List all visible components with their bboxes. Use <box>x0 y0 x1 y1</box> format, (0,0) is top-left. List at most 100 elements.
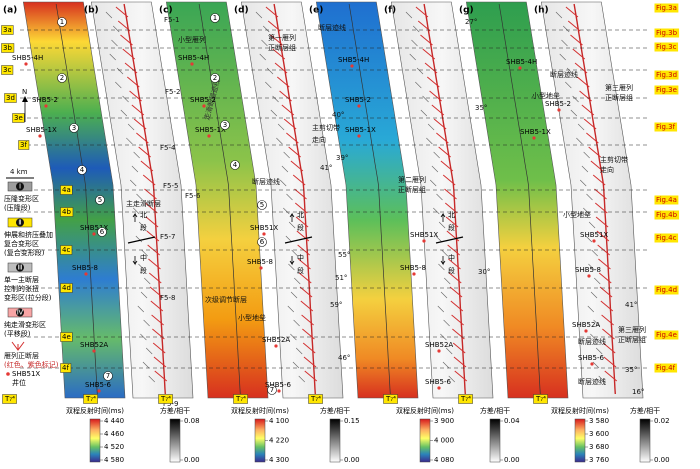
annotation: 46° <box>338 354 350 362</box>
section-divider <box>435 236 464 244</box>
annotation: 次级调节断层 <box>205 295 247 304</box>
well-name: SHB5-2 <box>545 100 571 108</box>
fracture <box>263 25 270 33</box>
echelon-fault <box>598 258 611 270</box>
colorbar-title: 方差/相干 <box>630 406 660 415</box>
colorbar-tick-label: 0.04 <box>504 417 520 425</box>
annotation: 40° <box>332 111 344 119</box>
legend-icon-mark <box>16 218 24 227</box>
fracture <box>415 81 422 89</box>
segment-label: 4c <box>62 246 70 254</box>
panel-label: (h) <box>534 6 549 16</box>
legend-text: 井位 <box>12 378 26 387</box>
echelon-fault <box>603 356 617 368</box>
map-band <box>315 1 419 399</box>
annotation: F5-1 <box>164 16 179 24</box>
fracture <box>426 137 433 145</box>
annotation: F5-2 <box>165 88 180 96</box>
echelon-fault <box>429 90 442 102</box>
segment-label: 3e <box>14 114 23 122</box>
label-box <box>654 285 679 295</box>
echelon-fault <box>594 202 608 214</box>
arrow-up <box>289 212 295 222</box>
arrow-down <box>289 256 295 266</box>
label-box <box>308 394 323 404</box>
annotation: 41° <box>625 301 637 309</box>
annotation: 30° <box>478 268 490 276</box>
echelon-fault <box>296 230 310 242</box>
legend-icon-label: Ⅳ <box>17 309 24 317</box>
echelon-fault <box>301 314 314 326</box>
well-name: SHB5-1X <box>26 126 57 134</box>
echelon-fault <box>420 34 433 46</box>
panel-label: (e) <box>309 6 323 16</box>
well-dot <box>38 134 42 138</box>
fracture <box>411 39 418 47</box>
echelon-fault <box>581 104 595 116</box>
fracture <box>148 375 155 383</box>
colorbar-tick-label: 4 220 <box>269 437 289 445</box>
echelon-fault <box>417 20 431 32</box>
zone-number: 1 <box>60 18 64 26</box>
label-box <box>60 245 73 255</box>
echelon-fault <box>279 90 292 102</box>
figure-ref: Fig.3e <box>656 86 677 94</box>
echelon-fault <box>415 6 429 18</box>
legend-text: 单一主断层 <box>4 275 39 284</box>
colorbar <box>574 418 586 463</box>
legend-text: SHB51X <box>12 370 40 378</box>
echelon-fault <box>431 104 445 116</box>
colorbar-tick-label: 4 080 <box>434 456 454 464</box>
echelon-fault <box>579 90 592 102</box>
label-box <box>533 394 548 404</box>
colorbar <box>254 418 266 463</box>
fracture <box>291 249 298 257</box>
fracture <box>290 291 298 299</box>
fracture <box>405 11 413 19</box>
well-dot <box>92 232 96 236</box>
section-divider <box>284 236 313 244</box>
annotation: 第三雁列 <box>605 83 633 92</box>
figure-ref: Fig.3f <box>656 123 676 131</box>
legend-icon-label: Ⅱ <box>18 219 21 227</box>
fracture <box>436 193 443 201</box>
echelon-fault <box>133 118 147 130</box>
colorbar-tick-label: 0.08 <box>184 417 200 425</box>
fracture <box>295 347 303 355</box>
legend-text: (红色、紫色标记) <box>4 360 59 369</box>
zone-marker <box>257 200 267 210</box>
fault-trace <box>573 3 616 395</box>
north-arrow-head <box>22 96 28 102</box>
legend-fault-symbol <box>11 341 25 351</box>
annotation: 断层迹线 <box>578 337 606 346</box>
colorbar-tick-label: 0.00 <box>504 456 520 464</box>
fracture <box>420 109 428 117</box>
well-name: SHB51X <box>80 224 108 232</box>
section-divider <box>127 236 156 244</box>
zone-marker <box>220 120 230 130</box>
well-dot <box>92 349 96 353</box>
fracture <box>572 95 579 103</box>
panel-label: (d) <box>234 6 249 16</box>
legend-text: 伸展和挤压叠加 <box>4 230 53 239</box>
annotation: 第一雁列 <box>268 33 296 42</box>
fracture <box>138 221 146 229</box>
well-dot <box>259 266 263 270</box>
fracture <box>105 11 113 19</box>
figure-ref: Fig.4a <box>656 196 677 204</box>
segment-label: 4f <box>62 364 69 372</box>
label-box <box>383 394 398 404</box>
figure-ref: Fig.4e <box>656 331 677 339</box>
annotation: 断层迹线 <box>252 177 280 186</box>
echelon-fault <box>146 230 160 242</box>
annotation: 正断层组 <box>605 93 633 102</box>
horizon-label: T₇⁴ <box>85 395 96 403</box>
fracture <box>122 95 129 103</box>
echelon-fault <box>276 76 290 88</box>
map-band <box>465 1 569 399</box>
legend-text: 纯走滑变形区 <box>4 320 46 329</box>
fault-trace <box>55 3 98 395</box>
echelon-fault <box>596 230 610 242</box>
colorbar-tick-label: 4 460 <box>104 430 124 438</box>
fracture <box>298 375 305 383</box>
